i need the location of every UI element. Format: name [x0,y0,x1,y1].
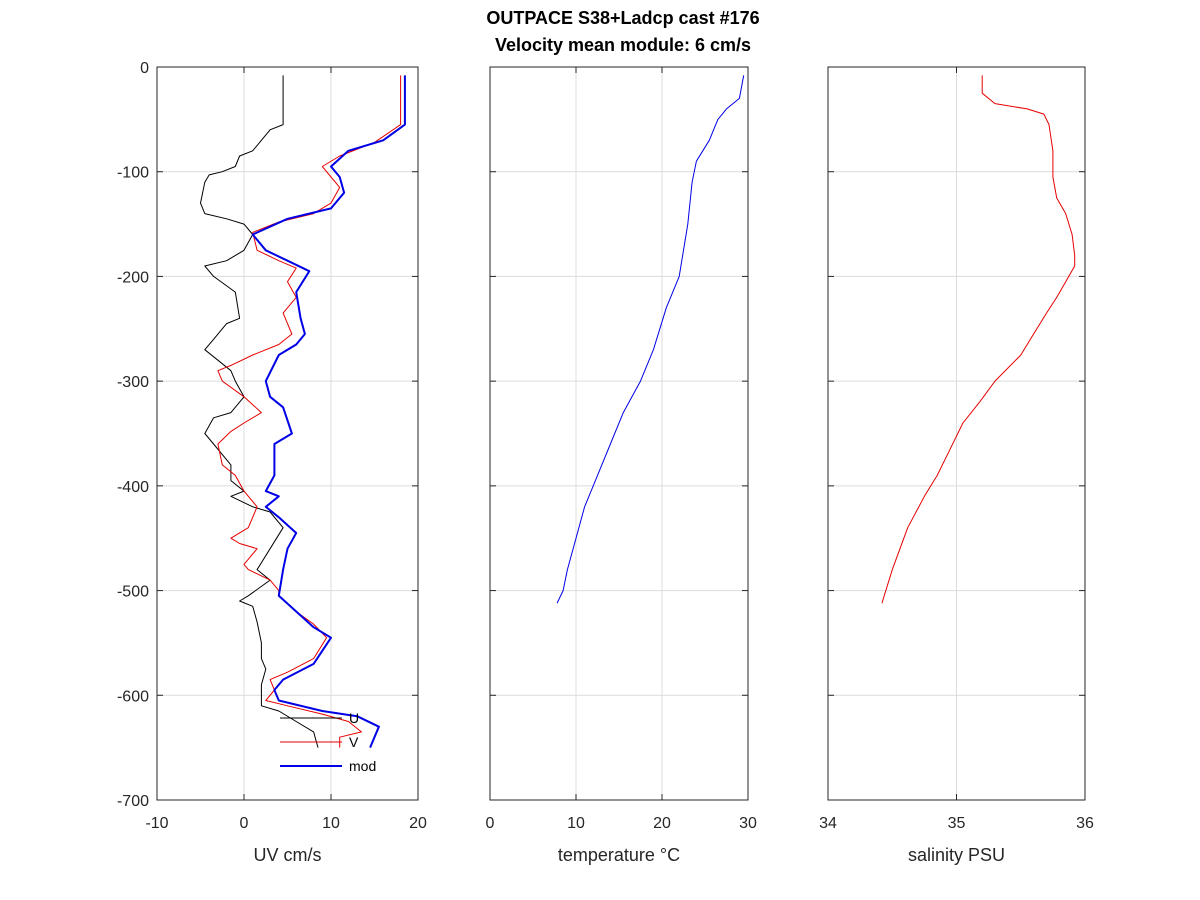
uv-ytick-label-6: -600 [117,688,149,705]
salinity-series-0-line [881,75,1076,604]
uv-axes-area [157,67,418,800]
legend-label-u: U [349,710,359,726]
title-line-1: OUTPACE S38+Ladcp cast #176 [486,8,759,28]
temperature-xlabel: temperature °C [558,845,680,865]
uv-ytick-label-1: -100 [117,165,149,182]
uv-xtick-label-0: -10 [145,815,168,832]
uv-ytick-label-7: -700 [117,793,149,810]
uv-ytick-label-3: -300 [117,374,149,391]
temperature-axes-area [490,67,748,800]
salinity-xtick-label-0: 34 [819,815,837,832]
uv-xtick-label-3: 20 [409,815,427,832]
temperature-xtick-label-2: 20 [653,815,671,832]
uv-xlabel: UV cm/s [253,845,321,865]
title-line-2: Velocity mean module: 6 cm/s [495,35,751,55]
temperature-panel: 0 10 20 30 temperature °C [486,66,757,865]
salinity-xlabel: salinity PSU [908,845,1005,865]
uv-ytick-label-4: -400 [117,479,149,496]
salinity-xtick-label-2: 36 [1076,815,1094,832]
temperature-xtick-label-0: 0 [486,815,495,832]
temperature-axes-frame [489,66,749,801]
legend-label-v: V [349,734,359,750]
temperature-series-0-line [556,75,745,604]
salinity-panel: 34 35 36 salinity PSU [819,66,1094,865]
uv-ytick-label-2: -200 [117,269,149,286]
uv-axes-frame [156,66,419,801]
uv-ytick-label-0: 0 [140,60,149,77]
uv-xtick-label-2: 10 [322,815,340,832]
temperature-xtick-label-3: 30 [739,815,757,832]
uv-xtick-label-1: 0 [240,815,249,832]
temperature-xtick-label-1: 10 [567,815,585,832]
uv-series-mod-line [251,75,406,748]
salinity-xtick-label-1: 35 [948,815,966,832]
legend-label-mod: mod [349,758,376,774]
uv-panel: -10 0 10 200-100-200-300-400-500-600-700UV … [117,60,427,865]
uv-ytick-label-5: -500 [117,584,149,601]
